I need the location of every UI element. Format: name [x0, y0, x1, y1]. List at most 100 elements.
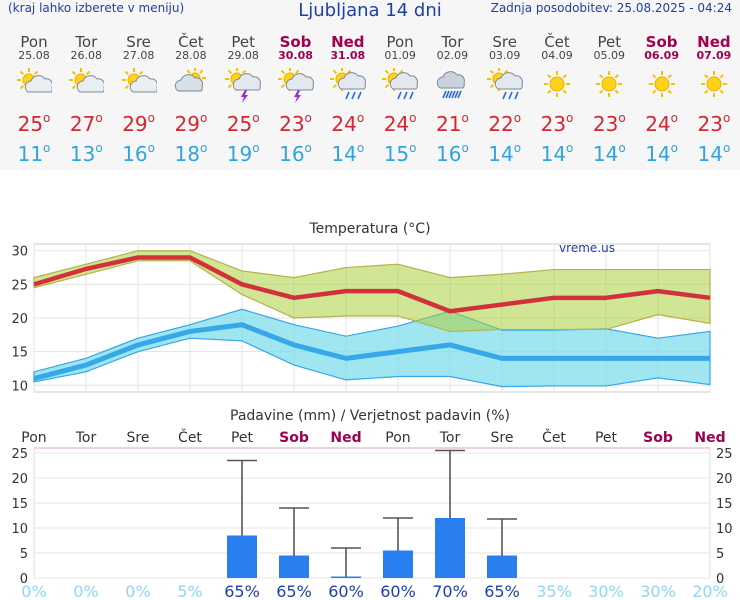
max-temp-value: 21 — [435, 112, 462, 136]
day-date: 04.09 — [541, 49, 573, 62]
day-date: 03.09 — [488, 49, 521, 62]
min-temp: 14o — [479, 136, 531, 166]
degree-sign: o — [670, 111, 678, 125]
precip-probability-label: 65% — [484, 582, 520, 600]
precip-day-label: Sob — [643, 430, 673, 446]
min-temp: 13o — [60, 136, 112, 166]
precip-tick-label-right: 10 — [716, 522, 733, 537]
min-temp-value: 13 — [69, 142, 96, 166]
min-temp-value: 18 — [174, 142, 200, 166]
day-column: Sob 30.08 23o 16o — [270, 34, 322, 166]
min-temp-value: 14 — [540, 142, 567, 166]
degree-sign: o — [43, 141, 51, 155]
max-temp: 23o — [270, 106, 322, 136]
precip-probability-label: 20% — [692, 582, 728, 600]
max-temp-value: 23 — [279, 112, 305, 136]
max-temp-value: 25 — [17, 112, 44, 136]
max-temp: 23o — [583, 106, 635, 136]
sun-icon — [700, 71, 727, 97]
degree-sign: o — [304, 141, 312, 155]
day-name: Pet — [231, 33, 255, 51]
degree-sign: o — [95, 111, 103, 125]
max-temp: 22o — [479, 106, 531, 136]
day-date: 05.09 — [593, 49, 626, 62]
precip-tick-label-right: 25 — [716, 447, 733, 462]
location-hint[interactable]: (kraj lahko izberete v meniju) — [8, 1, 185, 15]
precip-bar — [487, 555, 517, 578]
precip-day-label: Pet — [595, 430, 618, 446]
min-temp: 16o — [426, 136, 478, 166]
sun-cloud-icon — [17, 68, 52, 93]
weather-icon-cell — [217, 62, 269, 106]
precip-plot-area — [33, 447, 711, 579]
day-column: Sre 27.08 29o 16o — [113, 34, 165, 166]
precip-day-label: Sre — [491, 430, 514, 446]
degree-sign: o — [147, 111, 155, 125]
weather-icon-cell — [165, 62, 217, 106]
degree-sign: o — [43, 111, 51, 125]
thunderstorm-icon — [225, 68, 262, 103]
min-temp: 14o — [322, 136, 374, 166]
day-date: 25.08 — [18, 49, 50, 62]
temp-tick-label: 30 — [11, 245, 28, 260]
day-column: Čet 04.09 23o 14o — [531, 34, 583, 166]
temp-tick-label: 15 — [11, 346, 28, 361]
degree-sign: o — [722, 111, 731, 125]
page-title: Ljubljana 14 dni — [298, 0, 442, 21]
min-temp-value: 16 — [435, 142, 462, 166]
sun-rain-icon — [329, 68, 366, 100]
precip-day-label: Čet — [178, 428, 202, 446]
precip-tick-label-right: 0 — [716, 572, 724, 587]
temperature-chart-title: Temperatura (°C) — [308, 221, 430, 237]
sun-icon — [544, 71, 570, 97]
max-temp: 23o — [688, 106, 740, 136]
max-temp: 24o — [322, 106, 374, 136]
day-name: Ned — [697, 33, 731, 51]
temp-tick-label: 10 — [11, 379, 28, 394]
min-temp-value: 14 — [697, 142, 723, 166]
charts: Temperatura (°C) 10 15 20 25 30 vreme.us Padavi… — [11, 221, 733, 600]
min-temp-line — [33, 322, 710, 381]
precip-tick-label-left: 0 — [20, 572, 28, 587]
degree-sign: o — [304, 111, 312, 125]
precip-probability-label: 0% — [21, 582, 46, 600]
degree-sign: o — [409, 141, 417, 155]
precip-chart-title: Padavine (mm) / Verjetnost padavin (%) — [230, 408, 510, 424]
max-temp-value: 23 — [697, 112, 723, 136]
weather-icon-cell — [479, 62, 531, 106]
day-name: Čet — [544, 33, 570, 51]
precip-probability-label: 0% — [125, 582, 150, 600]
min-temp: 14o — [531, 136, 583, 166]
max-temp: 25o — [8, 106, 60, 136]
temp-tick-label: 20 — [11, 312, 28, 327]
min-temp: 14o — [688, 136, 740, 166]
sun-icon — [648, 71, 675, 97]
degree-sign: o — [461, 111, 469, 125]
degree-sign: o — [722, 141, 731, 155]
thunderstorm-icon — [277, 68, 314, 103]
max-temp-value: 22 — [488, 112, 514, 136]
precip-bar — [383, 550, 413, 578]
weather-icon-cell — [688, 62, 740, 106]
day-column: Tor 26.08 27o 13o — [60, 34, 112, 166]
temp-tick-label: 25 — [11, 278, 28, 293]
max-temp-value: 27 — [69, 112, 96, 136]
day-column: Sre 03.09 22o 14o — [479, 34, 531, 166]
degree-sign: o — [461, 141, 469, 155]
precip-probability-label: 60% — [380, 582, 416, 600]
precip-day-label: Pon — [385, 430, 410, 446]
precip-probability-label: 30% — [640, 582, 676, 600]
max-temp: 29o — [165, 106, 217, 136]
weather-icon-cell — [583, 62, 635, 106]
precip-day-label: Tor — [75, 430, 97, 446]
max-temp: 23o — [531, 106, 583, 136]
max-temp-value: 25 — [226, 112, 253, 136]
day-date: 29.08 — [227, 49, 259, 62]
max-temp-value: 24 — [645, 112, 671, 136]
max-temp-value: 23 — [592, 112, 619, 136]
max-temp: 21o — [426, 106, 478, 136]
day-column: Tor 02.09 21o 16o — [426, 34, 478, 166]
day-column: Ned 31.08 24o 14o — [322, 34, 374, 166]
precip-tick-label-left: 20 — [11, 472, 28, 487]
sun-rain-icon — [382, 68, 418, 100]
